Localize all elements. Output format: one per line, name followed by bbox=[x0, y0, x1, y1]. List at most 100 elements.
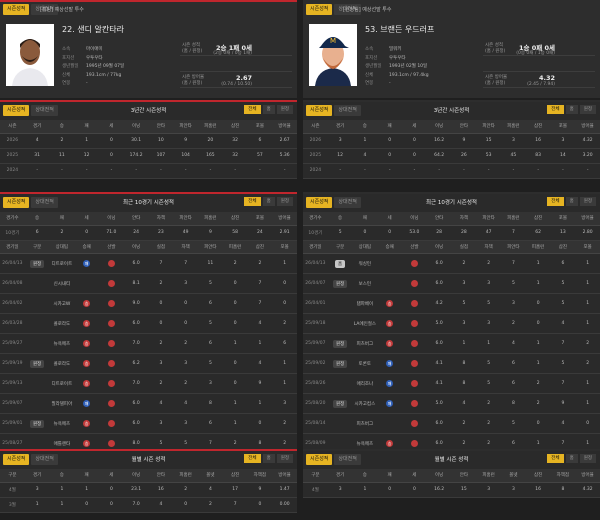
table-cell: 0 bbox=[402, 148, 427, 164]
table-cell: 시카고W bbox=[49, 293, 75, 314]
tab-vs[interactable]: 상대전적 bbox=[31, 197, 58, 208]
tab-bar: 시즌성적 상대전적 bbox=[3, 4, 58, 15]
summary-key: 시즌 방어율 bbox=[182, 75, 205, 80]
filter-button[interactable]: 홈 bbox=[565, 454, 578, 463]
column-header: 안타 bbox=[426, 212, 452, 226]
table-cell: 1 bbox=[74, 482, 99, 498]
table-cell: 1 bbox=[575, 253, 600, 274]
table-cell: 6 bbox=[24, 225, 50, 241]
table-cell: 2025 bbox=[0, 148, 25, 164]
right-pitcher-column: 시즌성적 상대전적 [원정팀] 예상선발 투수 M 53. 브랜든 우드러프 소속 밀워키 포… bbox=[303, 0, 600, 520]
summary-split: (0승 0패 / 1승 0패) bbox=[516, 51, 555, 56]
venue-badge: 원정 bbox=[332, 359, 348, 368]
tab-vs[interactable]: 상대전적 bbox=[334, 454, 361, 465]
filter-button[interactable]: 홈 bbox=[262, 105, 275, 114]
table-cell: 6.0 bbox=[426, 253, 452, 274]
table-cell: 3 bbox=[173, 413, 198, 434]
game-row: 25/09/19 원정 콜로라도 승 6.2 3 3 5 0 4 1 bbox=[0, 353, 297, 374]
tab-vs[interactable]: 상대전적 bbox=[334, 4, 361, 15]
tab-season[interactable]: 시즌성적 bbox=[306, 105, 333, 116]
table-cell: 7.0 bbox=[123, 373, 149, 394]
filter-button[interactable]: 전체 bbox=[547, 197, 564, 206]
column-header: 상대팀 bbox=[352, 240, 378, 254]
filter-button[interactable]: 원정 bbox=[276, 105, 293, 114]
game-row: 25/09/27 뉴욕메츠 승 7.0 2 2 6 1 1 6 bbox=[0, 333, 297, 354]
table-cell: 2 bbox=[49, 225, 75, 241]
left-pitcher-column: 시즌성적 상대전적 [홈팀] 예상선발 투수 22. 샌디 알칸타라 소속 마이애미 포지션… bbox=[0, 0, 297, 520]
table-cell: - bbox=[352, 163, 378, 179]
table-cell bbox=[99, 273, 124, 294]
tab-season[interactable]: 시즌성적 bbox=[3, 197, 30, 208]
table-cell: 7 bbox=[501, 225, 526, 241]
table-cell: 2024 bbox=[303, 163, 328, 179]
filter-button[interactable]: 원정 bbox=[579, 197, 596, 206]
table-cell: 2 bbox=[451, 253, 477, 274]
filter-button[interactable]: 전체 bbox=[244, 105, 261, 114]
table-cell: 2026 bbox=[303, 133, 328, 149]
table-cell: 4 bbox=[550, 413, 576, 434]
table-cell bbox=[99, 333, 124, 354]
tab-vs[interactable]: 상대전적 bbox=[31, 454, 58, 465]
column-header: 볼넷 bbox=[501, 469, 526, 483]
filter-button[interactable]: 홈 bbox=[565, 197, 578, 206]
table-cell: 1 bbox=[525, 273, 551, 294]
tab-season[interactable]: 시즌성적 bbox=[3, 4, 30, 15]
column-header: 패 bbox=[49, 212, 75, 226]
table-cell bbox=[327, 413, 353, 434]
filter-button[interactable]: 원정 bbox=[276, 197, 293, 206]
column-header: 삼진 bbox=[247, 240, 273, 254]
section-header: 시즌성적 상대전적 최근 10경기 시즌성적 전체 홈 원정 bbox=[0, 194, 297, 212]
table-cell: 승 bbox=[74, 293, 99, 314]
tab-vs[interactable]: 상대전적 bbox=[334, 197, 361, 208]
filter-button[interactable]: 전체 bbox=[547, 454, 564, 463]
filter-button[interactable]: 원정 bbox=[579, 105, 596, 114]
filter-button[interactable]: 전체 bbox=[244, 197, 261, 206]
info-row: 생년월일 1995년 09월 07일 bbox=[62, 63, 124, 72]
table-cell: 3 bbox=[24, 482, 50, 498]
filter-button[interactable]: 원정 bbox=[579, 454, 596, 463]
tab-vs[interactable]: 상대전적 bbox=[31, 4, 58, 15]
filter-button[interactable]: 전체 bbox=[244, 454, 261, 463]
table-header-row: 경기수 승 패 세 이닝 안타 자책 피안타 피홈런 삼진 포볼 방어율 bbox=[303, 212, 600, 226]
filter-button[interactable]: 전체 bbox=[547, 105, 564, 114]
filter-button[interactable]: 홈 bbox=[262, 454, 275, 463]
info-value: 193.1cm / 97.4kg bbox=[389, 72, 429, 78]
monthly-section: 시즌성적 상대전적 월별 시즌 성적 전체 홈 원정 구분 경기 승 패 세 이닝 안타 피홈런 볼넷 삼진 자… bbox=[303, 449, 600, 498]
table-cell: 0 bbox=[99, 148, 124, 164]
section-header: 시즌성적 상대전적 월별 시즌 성적 전체 홈 원정 bbox=[0, 451, 297, 469]
tab-season[interactable]: 시즌성적 bbox=[306, 4, 333, 15]
info-key: 신체 bbox=[62, 72, 71, 78]
tab-season[interactable]: 시즌성적 bbox=[3, 454, 30, 465]
table-cell: 3 bbox=[501, 133, 526, 149]
table-cell: 2 bbox=[451, 413, 477, 434]
table-cell: 1 bbox=[575, 273, 600, 294]
table-cell: 3 bbox=[451, 313, 477, 334]
table-cell: 47 bbox=[476, 225, 501, 241]
section-title: 최근 10경기 시즌성적 bbox=[426, 200, 477, 206]
filter-button[interactable]: 홈 bbox=[262, 197, 275, 206]
table-cell: 원정 bbox=[327, 273, 353, 294]
section-header: 시즌성적 상대전적 최근 10경기 시즌성적 전체 홈 원정 bbox=[303, 194, 600, 212]
table-cell: 64.2 bbox=[426, 148, 452, 164]
column-header: 세 bbox=[402, 469, 427, 483]
table-cell: 6 bbox=[501, 373, 526, 394]
table-cell: 콜로라도 bbox=[49, 313, 75, 334]
column-header: 구분 bbox=[0, 469, 25, 483]
table-cell: 4.32 bbox=[575, 133, 600, 149]
table-row: 10경기 6 2 0 71.0 24 23 49 9 58 24 2.91 bbox=[0, 225, 297, 241]
starter-mark bbox=[107, 400, 115, 407]
table-cell: 9 bbox=[451, 133, 477, 149]
tab-vs[interactable]: 상대전적 bbox=[31, 105, 58, 116]
filter-button[interactable]: 원정 bbox=[276, 454, 293, 463]
section-title: 3년간 시즌성적 bbox=[433, 108, 470, 114]
table-cell: 15 bbox=[476, 133, 501, 149]
filter-button[interactable]: 홈 bbox=[565, 105, 578, 114]
column-header: 경기 bbox=[327, 120, 353, 134]
tab-vs[interactable]: 상대전적 bbox=[334, 105, 361, 116]
tab-season[interactable]: 시즌성적 bbox=[3, 105, 30, 116]
table-cell bbox=[327, 373, 353, 394]
tab-season[interactable]: 시즌성적 bbox=[306, 454, 333, 465]
tab-season[interactable]: 시즌성적 bbox=[306, 197, 333, 208]
info-value: - bbox=[389, 81, 391, 86]
result-badge: 패 bbox=[386, 380, 394, 387]
